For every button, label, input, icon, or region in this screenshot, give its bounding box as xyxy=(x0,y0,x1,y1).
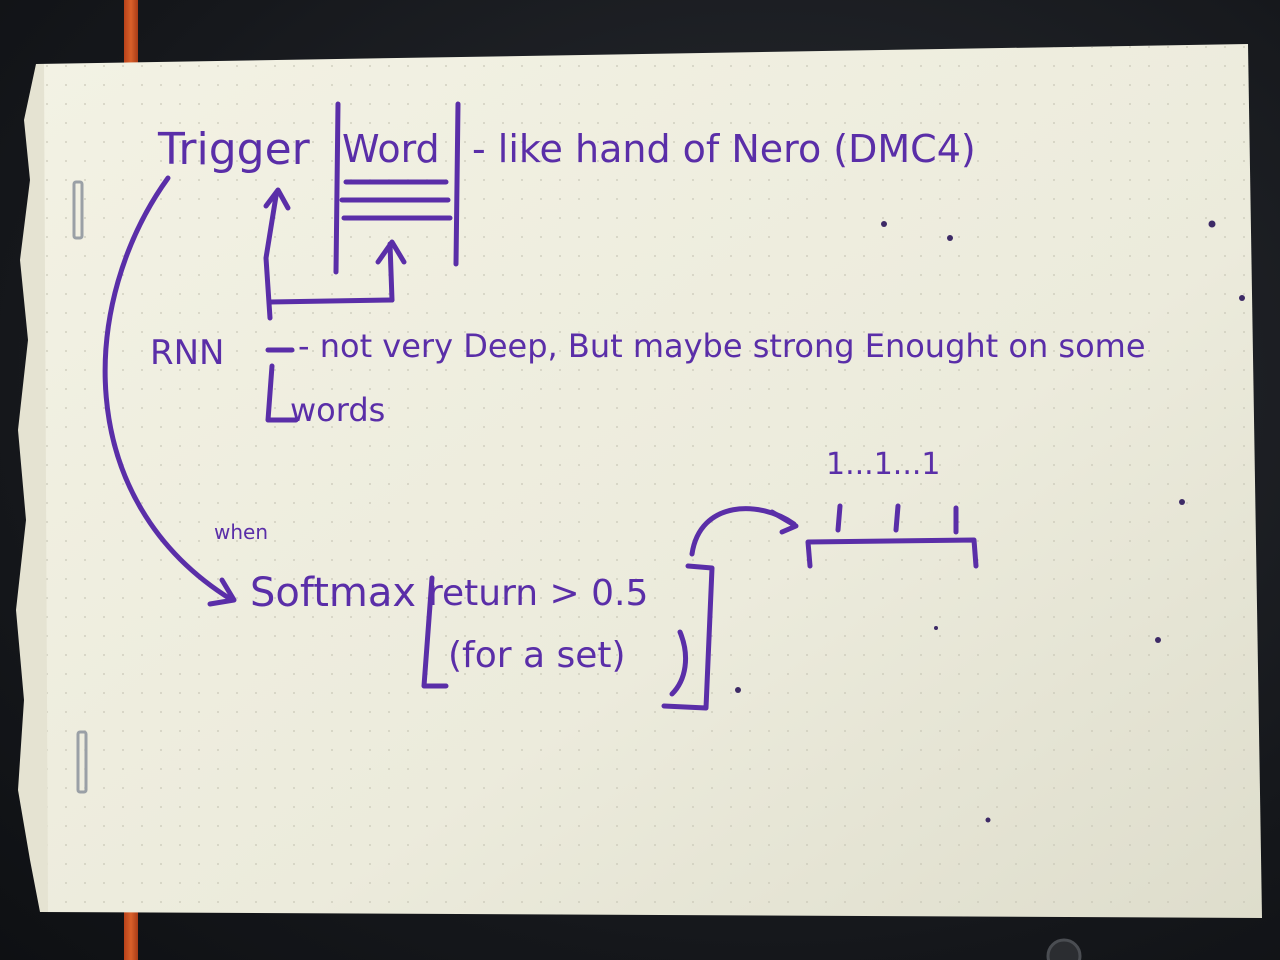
paper-dot-grid xyxy=(36,44,1262,918)
staple-bottom xyxy=(76,730,88,794)
ink-drawing xyxy=(102,101,979,711)
note-return-threshold: return > 0.5 xyxy=(428,573,649,614)
ink-dots xyxy=(735,220,1245,823)
bracket-left xyxy=(421,575,449,689)
word-box-left xyxy=(333,101,341,275)
vector-tick-1 xyxy=(835,503,843,533)
staple-top xyxy=(72,180,84,240)
arrowhead-vector xyxy=(769,509,799,535)
note-trigger: Trigger xyxy=(158,124,310,175)
note-for-a-set: (for a set) xyxy=(448,635,626,676)
bracket-right xyxy=(661,563,715,711)
closing-paren xyxy=(669,629,688,697)
arrow-to-word xyxy=(387,241,395,303)
curve-arrow-trigger-softmax xyxy=(102,175,235,603)
snap-button xyxy=(1046,938,1082,960)
arrowhead-word xyxy=(375,239,407,265)
word-box-right xyxy=(453,101,461,267)
arrowhead-softmax xyxy=(207,577,237,607)
vector-base xyxy=(805,537,979,569)
vector-tick-2 xyxy=(893,503,901,533)
connector-bottom xyxy=(267,297,395,305)
note-vector-ones: 1...1...1 xyxy=(826,447,941,482)
arrowhead-trigger xyxy=(263,187,291,211)
note-when: when xyxy=(214,520,269,544)
arrow-to-trigger xyxy=(263,193,279,321)
note-word: Word xyxy=(342,127,440,171)
note-words: words xyxy=(290,391,386,429)
rnn-l-shape xyxy=(265,363,299,423)
note-rnn: RNN xyxy=(150,333,225,373)
note-rnn-comment: - not very Deep, But maybe strong Enough… xyxy=(298,327,1146,365)
torn-edge xyxy=(16,64,48,912)
note-softmax: Softmax xyxy=(250,570,417,616)
note-like-hand-of-nero: - like hand of Nero (DMC4) xyxy=(472,127,976,171)
